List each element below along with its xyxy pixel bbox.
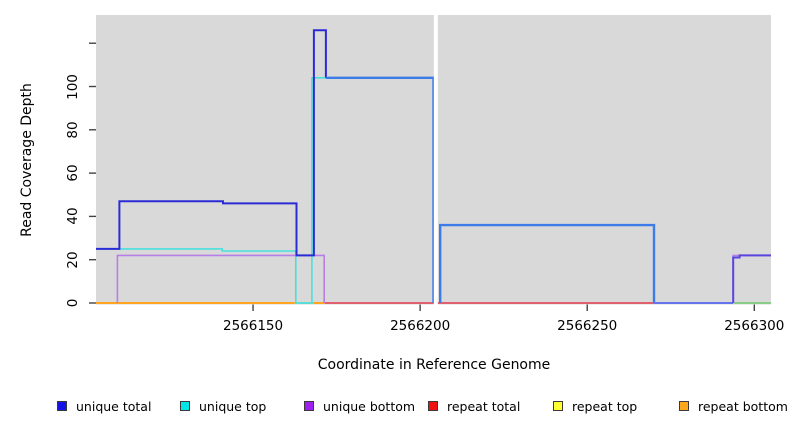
legend-label: unique top <box>199 398 267 414</box>
legend-item-repeat-total: repeat total <box>428 398 520 414</box>
y-axis-title: Read Coverage Depth <box>19 83 35 237</box>
y-tick-label: 80 <box>65 121 81 139</box>
legend-item-unique-bottom: unique bottom <box>304 398 415 414</box>
series-segment-unique-total-navy <box>96 29 327 257</box>
series-segment-unique-bottom-main <box>116 254 326 303</box>
y-tick-label: 20 <box>65 251 81 269</box>
x-axis-title: Coordinate in Reference Genome <box>317 357 551 373</box>
y-tick-label: 0 <box>65 298 81 308</box>
x-tick-label: 2566300 <box>724 318 785 334</box>
legend-label: repeat total <box>447 398 521 414</box>
series-segment-unique-total-end <box>732 254 771 303</box>
y-tick-label: 100 <box>65 73 81 100</box>
legend-item-repeat-top: repeat top <box>553 398 637 414</box>
y-tick-label: 60 <box>65 164 81 182</box>
series-segment-unique-total-royal-2 <box>439 223 656 303</box>
legend-item-repeat-bottom: repeat bottom <box>679 398 788 414</box>
legend-swatch-icon <box>679 401 689 411</box>
legend-swatch-icon <box>304 401 314 411</box>
x-tick-label: 2566200 <box>390 318 451 334</box>
no-data-gap <box>433 14 438 305</box>
x-tick-label: 2566150 <box>222 318 284 334</box>
legend-swatch-icon <box>180 401 190 411</box>
legend-label: unique total <box>76 398 152 414</box>
series-segment-unique-top-main <box>96 77 434 304</box>
legend-item-unique-top: unique top <box>180 398 266 414</box>
legend-label: unique bottom <box>323 398 416 414</box>
series-segment-unique-total-royal-1 <box>325 76 435 303</box>
legend-swatch-icon <box>428 401 438 411</box>
y-tick-label: 40 <box>65 207 81 225</box>
x-tick-label: 2566250 <box>557 318 618 334</box>
legend-item-unique-total: unique total <box>57 398 151 414</box>
legend-label: repeat bottom <box>698 398 788 414</box>
legend-swatch-icon <box>57 401 67 411</box>
legend-swatch-icon <box>553 401 563 411</box>
legend-label: repeat top <box>572 398 638 414</box>
chart-legend: unique total unique top unique bottom repea… <box>0 398 792 418</box>
